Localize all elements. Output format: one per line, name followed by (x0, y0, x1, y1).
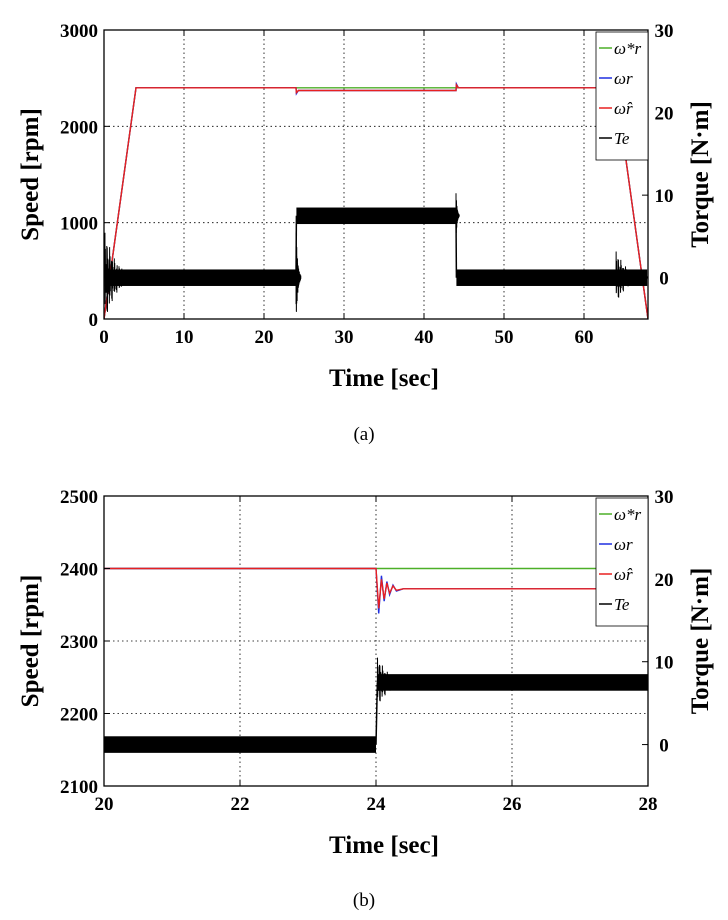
legend-label: ωr (614, 535, 633, 554)
y-tick-label: 2400 (60, 560, 98, 581)
y2-tick-label: 20 (655, 570, 674, 591)
torque-ripple (455, 193, 460, 233)
x-tick-label: 20 (95, 794, 114, 815)
plot-area (104, 567, 648, 753)
y-tick-label: 2200 (60, 705, 98, 726)
y-tick-label: 2500 (60, 487, 98, 508)
y-tick-label: 2100 (60, 777, 98, 798)
legend: ω*r ωr ω̂r Te (595, 31, 649, 161)
figure-caption: (b) (353, 890, 375, 911)
legend-label: ω*r (614, 39, 642, 58)
x-tick-label: 28 (639, 794, 658, 815)
torque-band (456, 269, 616, 286)
series-Te (104, 193, 648, 312)
y2-tick-label: 10 (655, 186, 674, 207)
x-tick-label: 30 (335, 327, 354, 348)
x-tick-label: 10 (175, 327, 194, 348)
chart-panel-b: 20 22 24 26 28 2100 2200 2300 2400 2500 0 10 20 30 Tim… (17, 487, 714, 911)
x-tick-label: 40 (415, 327, 434, 348)
legend-label: ω*r (614, 505, 642, 524)
legend-label: Te (614, 129, 630, 148)
series-Te (104, 657, 648, 753)
y2-tick-label: 0 (659, 736, 669, 757)
torque-step (375, 682, 379, 745)
torque-band (104, 736, 376, 753)
legend: ω*r ωr ω̂r Te (595, 497, 649, 627)
y2-tick-label: 0 (659, 269, 669, 290)
y2-axis-title: Torque [N·m] (687, 568, 714, 715)
series-wr_hat (104, 567, 648, 609)
legend-label: ω̂r (614, 99, 633, 118)
x-tick-label: 24 (367, 794, 387, 815)
chart-panel-a: 0 10 20 30 40 50 60 0 1000 2000 3000 0 10 20 30 Time [s… (17, 21, 714, 445)
torque-ripple (376, 657, 411, 702)
y-tick-label: 3000 (60, 21, 98, 42)
plot-frame (103, 29, 649, 320)
x-tick-label: 60 (575, 327, 594, 348)
y-tick-label: 0 (89, 310, 99, 331)
y2-tick-label: 30 (655, 21, 674, 42)
y-axis-title: Speed [rpm] (17, 108, 44, 241)
x-axis-title: Time [sec] (329, 832, 439, 859)
x-tick-label: 50 (495, 327, 514, 348)
legend-label: ω̂r (614, 565, 633, 584)
torque-band (296, 207, 456, 225)
y-tick-label: 2000 (60, 117, 98, 138)
x-tick-label: 26 (503, 794, 522, 815)
torque-band (377, 674, 648, 691)
x-axis-title: Time [sec] (329, 365, 439, 392)
plot-area (104, 81, 648, 319)
y2-axis-title: Torque [N·m] (687, 101, 714, 248)
y-tick-label: 2300 (60, 632, 98, 653)
torque-ripple (615, 251, 648, 298)
figure-caption: (a) (353, 424, 374, 445)
y2-tick-label: 10 (655, 653, 674, 674)
y2-tick-label: 20 (655, 104, 674, 125)
series-wr_hat (104, 82, 648, 319)
legend-label: ωr (614, 69, 633, 88)
y-tick-label: 1000 (60, 214, 98, 235)
torque-ripple (295, 232, 302, 312)
y-axis-title: Speed [rpm] (17, 575, 44, 708)
x-tick-label: 22 (231, 794, 250, 815)
x-tick-label: 0 (99, 327, 109, 348)
torque-ripple (104, 232, 137, 312)
grid (104, 30, 648, 319)
torque-band (136, 269, 296, 286)
y2-tick-label: 30 (655, 487, 674, 508)
x-tick-label: 20 (255, 327, 274, 348)
legend-label: Te (614, 595, 630, 614)
